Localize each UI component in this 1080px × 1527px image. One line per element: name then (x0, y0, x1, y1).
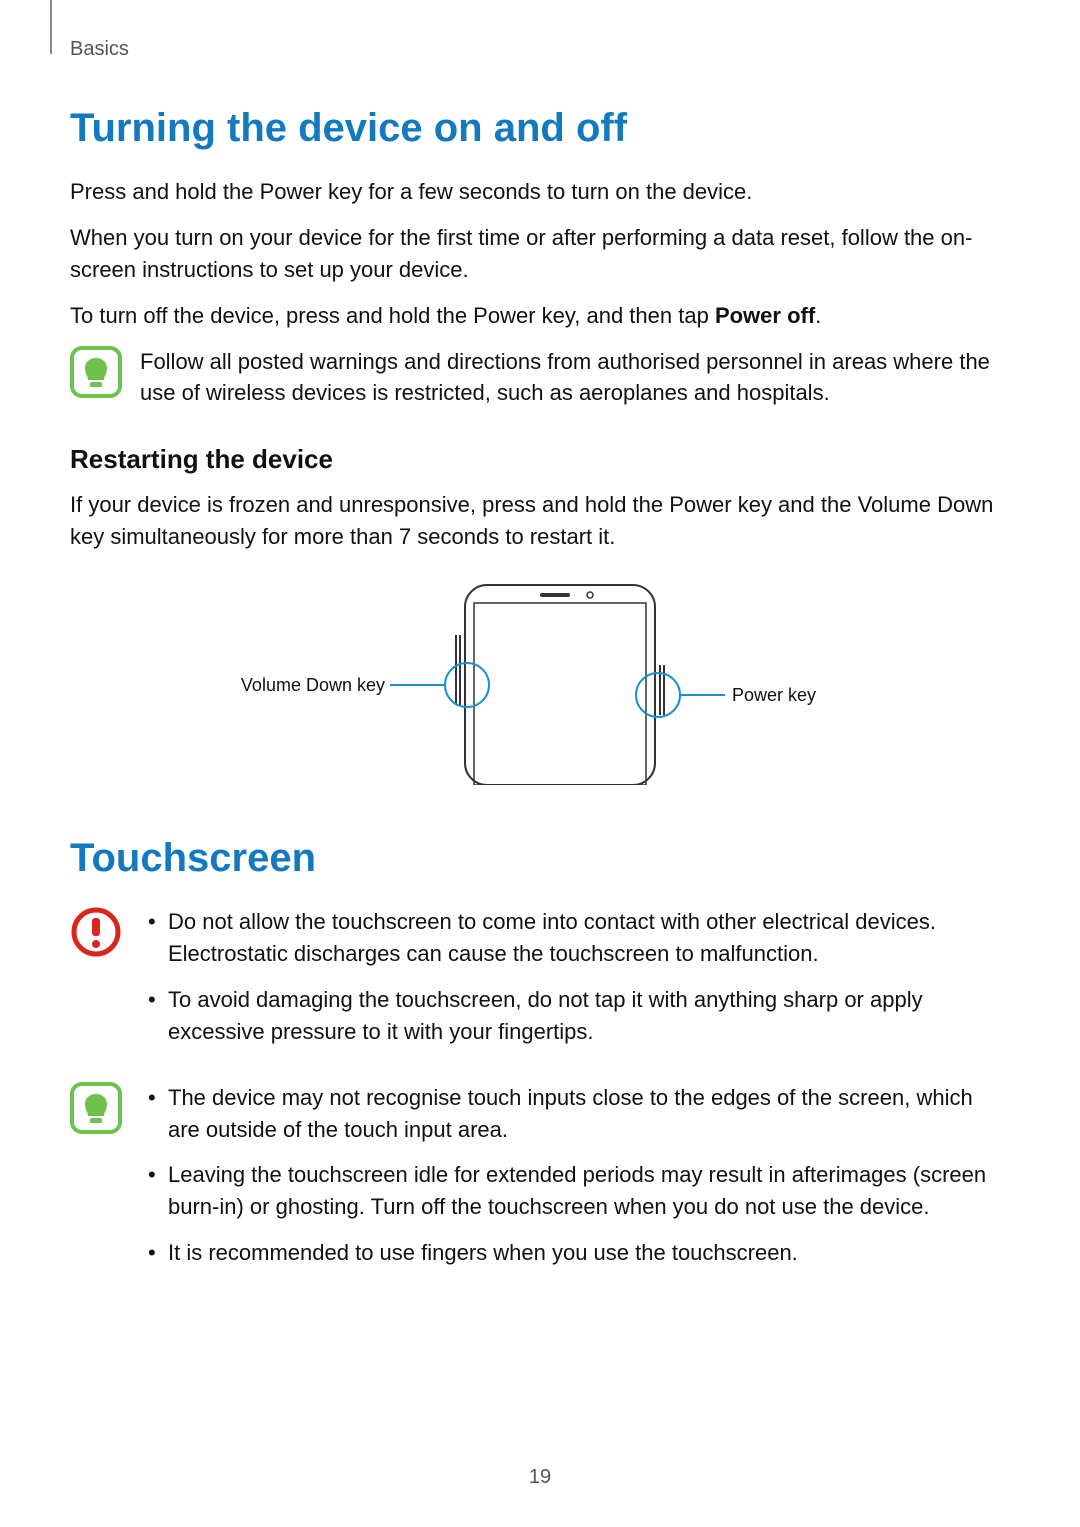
tip-text: The device may not recognise touch input… (140, 1082, 1010, 1283)
tip-icon (70, 1082, 122, 1139)
tip-bullet-2: Leaving the touchscreen idle for extende… (140, 1159, 1010, 1223)
heading-turning-on-off: Turning the device on and off (70, 100, 1010, 156)
tip-block: The device may not recognise touch input… (70, 1082, 1010, 1283)
warning-bullet-1: Do not allow the touchscreen to come int… (140, 906, 1010, 970)
warning-block: Do not allow the touchscreen to come int… (70, 906, 1010, 1062)
warning-text: Do not allow the touchscreen to come int… (140, 906, 1010, 1062)
page-number: 19 (0, 1466, 1080, 1489)
text-power-off-bold: Power off (715, 303, 815, 328)
tip-bullet-3: It is recommended to use fingers when yo… (140, 1237, 1010, 1269)
note-warnings-text: Follow all posted warnings and direction… (140, 346, 1010, 410)
warning-bullets: Do not allow the touchscreen to come int… (140, 906, 1010, 1048)
header-side-line (50, 0, 52, 54)
device-diagram: Volume Down key Power key (70, 575, 1010, 790)
note-icon (70, 346, 122, 403)
paragraph-turn-off: To turn off the device, press and hold t… (70, 300, 1010, 332)
heading-touchscreen: Touchscreen (70, 830, 1010, 886)
text-turn-off-c: . (815, 303, 821, 328)
subheading-restarting: Restarting the device (70, 444, 1010, 475)
tip-bullets: The device may not recognise touch input… (140, 1082, 1010, 1269)
diagram-label-power: Power key (732, 685, 816, 705)
text-turn-off-a: To turn off the device, press and hold t… (70, 303, 715, 328)
paragraph-turn-on: Press and hold the Power key for a few s… (70, 176, 1010, 208)
note-warnings: Follow all posted warnings and direction… (70, 346, 1010, 410)
breadcrumb: Basics (70, 38, 129, 61)
warning-icon (70, 906, 122, 963)
paragraph-first-time: When you turn on your device for the fir… (70, 222, 1010, 286)
page-content: Turning the device on and off Press and … (70, 100, 1010, 1303)
paragraph-restart: If your device is frozen and unresponsiv… (70, 489, 1010, 553)
tip-bullet-1: The device may not recognise touch input… (140, 1082, 1010, 1146)
warning-bullet-2: To avoid damaging the touchscreen, do no… (140, 984, 1010, 1048)
diagram-label-volume: Volume Down key (241, 675, 385, 695)
